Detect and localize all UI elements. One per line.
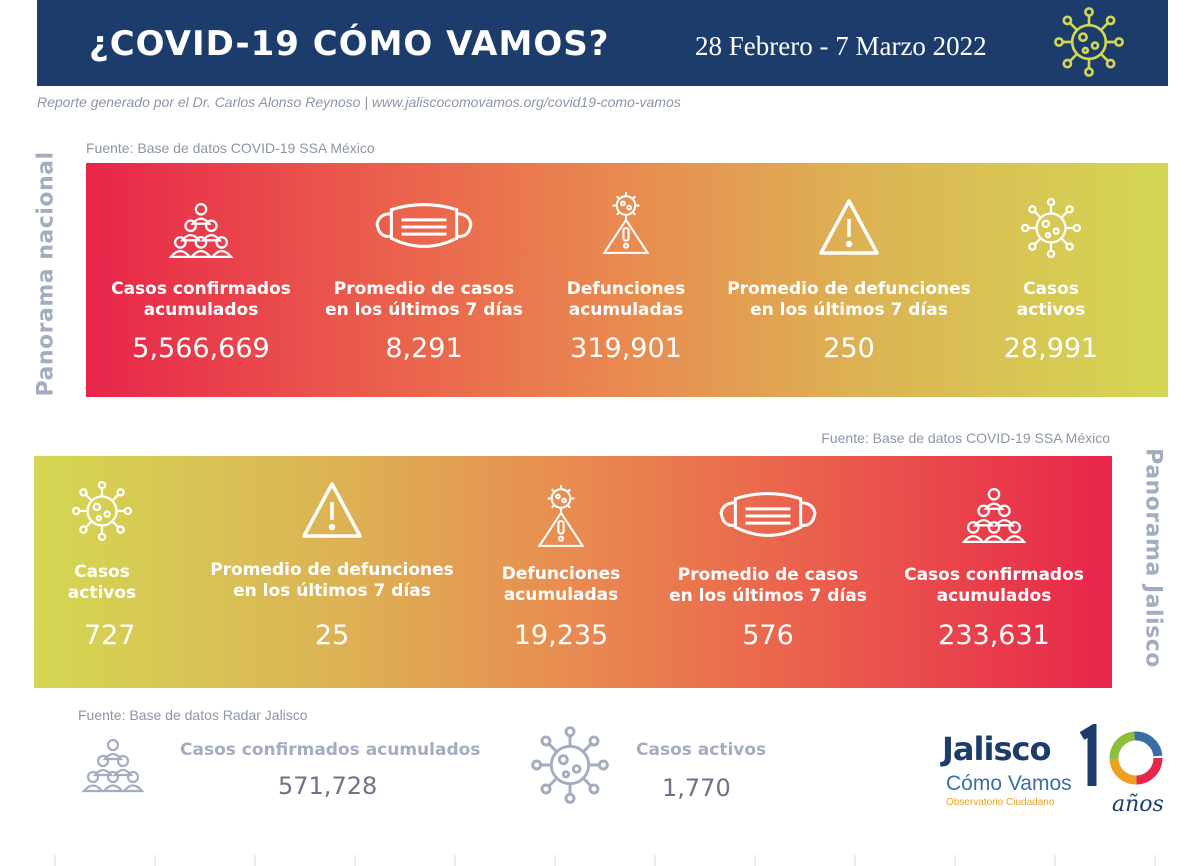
stat-value: 250: [823, 333, 875, 364]
stat-label: Casos activos: [1016, 279, 1086, 320]
source-jalisco: Fuente: Base de datos COVID-19 SSA Méxic…: [821, 430, 1110, 446]
stat-value: 19,235: [513, 620, 609, 651]
stat-value: 233,631: [938, 620, 1050, 651]
face-mask-icon: [719, 492, 817, 537]
source-radar: Fuente: Base de datos Radar Jalisco: [78, 707, 308, 723]
stat-label: Promedio de defunciones en los últimos 7 …: [210, 560, 454, 601]
stat-casos-confirmados: Casos confirmados acumulados 5,566,669: [96, 163, 306, 397]
stat-promedio-casos: Promedio de casos en los últimos 7 días 8…: [314, 163, 534, 397]
stat-casos-activos: Casos activos 727: [54, 456, 150, 688]
stat-casos-confirmados: Casos confirmados acumulados 233,631: [890, 456, 1098, 688]
virus-icon: [1020, 197, 1082, 259]
warning-triangle-icon: [819, 199, 879, 255]
face-mask-icon: [375, 203, 473, 248]
stat-label: Promedio de casos en los últimos 7 días: [669, 565, 867, 606]
stat-label: Casos activos: [67, 562, 137, 603]
stat-value: 5,566,669: [132, 333, 270, 364]
anniversary-ten-icon: [1079, 724, 1163, 786]
stat-defunciones: Defunciones acumuladas 319,901: [551, 163, 701, 397]
radar-stat-activos: Casos activos 1,770: [636, 740, 796, 802]
radar-value: 571,728: [278, 772, 378, 800]
stat-label: Defunciones acumuladas: [566, 279, 686, 320]
virus-icon: [531, 726, 609, 804]
radar-label: Casos confirmados acumulados: [180, 740, 481, 760]
stat-defunciones: Defunciones acumuladas 19,235: [486, 456, 636, 688]
stat-value: 319,901: [570, 333, 682, 364]
stat-value: 28,991: [1003, 333, 1099, 364]
people-group-icon: [169, 202, 233, 258]
stat-label: Casos confirmados acumulados: [904, 565, 1084, 606]
stat-promedio-casos: Promedio de casos en los últimos 7 días 5…: [654, 456, 882, 688]
radar-value: 1,770: [662, 774, 731, 802]
stat-promedio-defunciones: Promedio de defunciones en los últimos 7 …: [204, 456, 460, 688]
date-range: 28 Febrero - 7 Marzo 2022: [695, 31, 987, 61]
stat-label: Promedio de defunciones en los últimos 7 …: [727, 279, 971, 320]
people-group-icon: [82, 738, 144, 793]
jalisco-como-vamos-logo: Jalisco Cómo Vamos Observatorio Ciudadan…: [942, 722, 1182, 822]
virus-icon: [1054, 7, 1124, 77]
stat-value: 727: [84, 620, 136, 651]
report-credit: Reporte generado por el Dr. Carlos Alons…: [37, 94, 681, 110]
stat-label: Casos confirmados acumulados: [111, 279, 291, 320]
side-label-jalisco: Panorama Jalisco: [1140, 448, 1166, 668]
side-label-nacional: Panorama nacional: [33, 151, 59, 397]
virus-warning-icon: [538, 484, 584, 547]
panel-nacional: Casos confirmados acumulados 5,566,669 Pr…: [86, 163, 1168, 397]
radar-stat-confirmados: Casos confirmados acumulados 571,728: [180, 740, 500, 800]
page-title: ¿COVID-19 CÓMO VAMOS?: [89, 24, 610, 64]
warning-triangle-icon: [302, 482, 362, 538]
header-banner: ¿COVID-19 CÓMO VAMOS? 28 Febrero - 7 Mar…: [37, 0, 1168, 86]
radar-label: Casos activos: [636, 740, 767, 760]
stat-value: 576: [742, 620, 794, 651]
panel-jalisco: Casos activos 727 Promedio de defunciones…: [34, 456, 1112, 688]
virus-warning-icon: [603, 191, 649, 254]
stat-value: 25: [314, 620, 350, 651]
stat-label: Defunciones acumuladas: [501, 564, 621, 605]
stat-value: 8,291: [385, 333, 463, 364]
stat-casos-activos: Casos activos 28,991: [986, 163, 1116, 397]
page-ruler: [54, 855, 1156, 866]
stat-label: Promedio de casos en los últimos 7 días: [325, 279, 523, 320]
source-nacional: Fuente: Base de datos COVID-19 SSA Méxic…: [86, 140, 375, 156]
virus-icon: [71, 480, 133, 542]
stat-promedio-defunciones: Promedio de defunciones en los últimos 7 …: [721, 163, 977, 397]
people-group-icon: [962, 487, 1026, 543]
